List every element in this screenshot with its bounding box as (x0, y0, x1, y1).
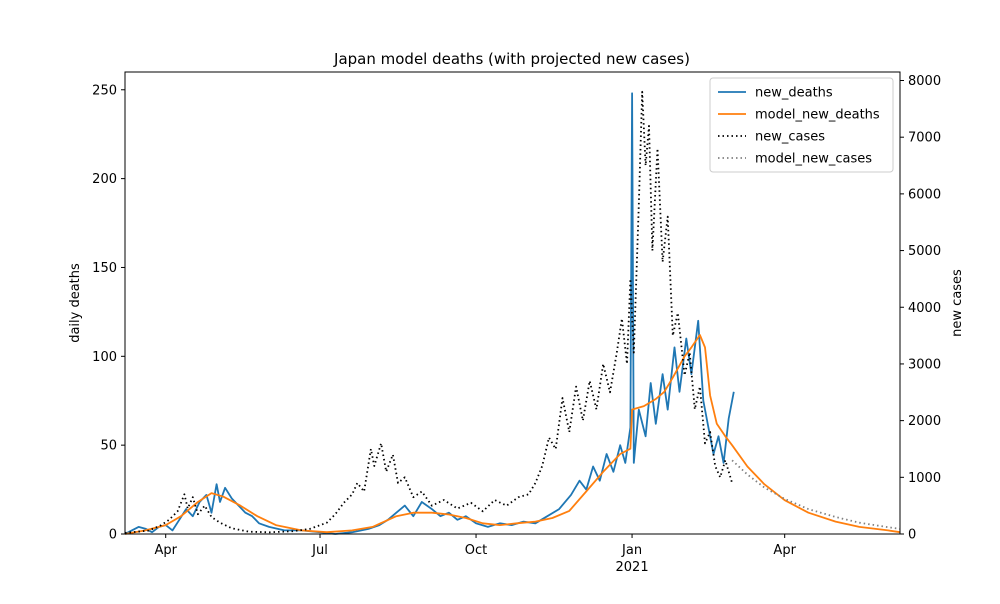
y2-tick-label: 4000 (908, 301, 941, 316)
x-tick-sublabel: 2021 (616, 560, 649, 575)
y-tick-label: 200 (92, 172, 117, 187)
legend-entry: new_cases (755, 130, 825, 145)
legend-entry: model_new_cases (755, 152, 872, 167)
x-tick-label: Jan (621, 543, 642, 558)
right-axis: 0 1000 2000 3000 4000 5000 6000 7000 8000 (900, 74, 941, 543)
plot-series (124, 90, 901, 535)
y-tick-label: 100 (92, 350, 117, 365)
y2-tick-label: 1000 (908, 471, 941, 486)
x-tick-label: Oct (465, 543, 487, 558)
series-line-model-new-cases (731, 459, 901, 530)
y-tick-label: 0 (109, 528, 117, 543)
y-tick-label: 150 (92, 261, 117, 276)
y2-tick-label: 6000 (908, 187, 941, 202)
y-tick-label: 250 (92, 83, 117, 98)
legend-box (709, 77, 894, 173)
y2-tick-label: 7000 (908, 131, 941, 146)
x-tick-label: Jul (311, 543, 328, 558)
y2-tick-label: 3000 (908, 357, 941, 372)
legend-entry: model_new_deaths (755, 108, 880, 123)
y-tick-label: 50 (100, 439, 117, 454)
y2-tick-label: 2000 (908, 414, 941, 429)
x-tick-label: Apr (773, 543, 796, 558)
series-line-new-deaths (124, 92, 735, 535)
y2-tick-label: 5000 (908, 244, 941, 259)
series-line-model-new-deaths (124, 334, 901, 535)
y2-tick-label: 8000 (908, 74, 941, 89)
left-axis: 0 50 100 150 200 250 (92, 83, 125, 543)
chart-title: Japan model deaths (with projected new c… (333, 50, 690, 68)
y2-tick-label: 0 (908, 528, 916, 543)
y-axis-label: daily deaths (68, 263, 83, 343)
x-axis: Apr Jul Oct Jan 2021 Apr (154, 534, 797, 575)
series-line-new-cases (124, 90, 733, 534)
legend-entry: new_deaths (755, 86, 833, 101)
y2-axis-label: new cases (950, 269, 965, 337)
plot-frame (124, 71, 901, 535)
legend: new_deaths model_new_deaths new_casesmodel… (709, 77, 894, 173)
x-tick-label: Apr (154, 543, 177, 558)
